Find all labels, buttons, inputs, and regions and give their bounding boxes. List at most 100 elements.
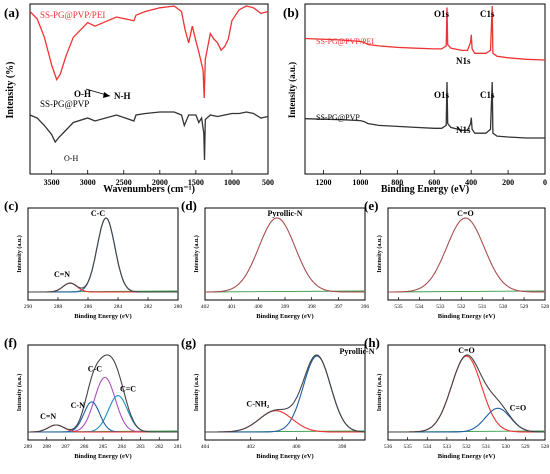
annotation-n1s-top: N1s	[456, 56, 471, 66]
xticks-a: 3500 3000 2500 2000 1500 1000 500	[44, 170, 274, 187]
xtick-label: 400	[292, 444, 301, 450]
xtick-label: 282	[155, 444, 164, 450]
panel-a: Intensity (%) Wavenumbers (cm⁻¹) 3500 300…	[5, 3, 274, 195]
xtick-label: 2000	[152, 178, 168, 187]
xps-panels: (c) Intensity (a.u.) Binding Energy (eV) 29…	[4, 198, 549, 460]
xtick-label: 529	[521, 444, 530, 450]
xlabel: Binding Energy (eV)	[74, 453, 131, 460]
xlabel: Binding Energy (eV)	[438, 313, 495, 320]
panel-label-a: (a)	[4, 5, 19, 20]
xtick-label: 532	[462, 444, 471, 450]
ylabel: Intensity (a.u.)	[193, 235, 200, 273]
peak-label: C=O	[458, 346, 475, 355]
envelope-curve	[388, 354, 545, 433]
annotation-c1s-bottom: C1s	[480, 90, 495, 100]
xtick-label: 1000	[224, 178, 240, 187]
xtick-label: 530	[502, 444, 511, 450]
peak-label: Pyrollic-N	[340, 347, 375, 356]
peak-label: C=O	[510, 403, 527, 412]
panel-f: (f) Intensity (a.u.) Binding Energy (eV) 28…	[4, 335, 182, 460]
peak-curve	[205, 217, 365, 293]
plot-frame	[27, 344, 179, 441]
xtick-label: 535	[394, 304, 403, 310]
panel-d: (d) Intensity (a.u.) Binding Energy (eV) 40…	[181, 198, 369, 320]
xlabel: Binding Energy (eV)	[74, 313, 131, 320]
ylabel-a: Intensity (%)	[5, 62, 16, 119]
series-label-b-pvp: SS-PG@PVP	[316, 113, 360, 122]
xtick-label: 200	[502, 178, 514, 187]
xtick-label: 528	[541, 304, 550, 310]
panel-h: (h) Intensity (a.u.) Binding Energy (eV) 53…	[364, 335, 549, 460]
peak-label: C=N	[54, 270, 70, 279]
xtick-label: 290	[24, 304, 33, 310]
plot-frame	[387, 207, 546, 301]
xtick-label: 531	[478, 304, 487, 310]
xtick-label: 282	[144, 304, 153, 310]
ylabel: Intensity (a.u.)	[193, 374, 200, 412]
envelope-curve	[205, 354, 366, 433]
xtick-label: 1200	[315, 178, 331, 187]
xtick-label: 399	[281, 304, 290, 310]
xtick-label: 398	[308, 304, 317, 310]
xtick-label: 396	[361, 304, 370, 310]
xtick-label: 287	[61, 444, 70, 450]
peak-curve	[205, 410, 365, 433]
xtick-label: 533	[436, 304, 445, 310]
plot-frame	[204, 344, 366, 441]
xtick-label: 284	[118, 444, 127, 450]
xtick-label: 500	[262, 178, 274, 187]
xtick-label: 533	[443, 444, 452, 450]
annotation-o1s-bottom: O1s	[434, 90, 450, 100]
panel-label-h: (h)	[364, 335, 380, 350]
xtick-label: 402	[247, 444, 256, 450]
xtick-label: 534	[423, 444, 432, 450]
plot-frame	[204, 207, 366, 301]
ylabel: Intensity (a.u.)	[376, 235, 383, 273]
xlabel-a: Wavenumbers (cm⁻¹)	[103, 184, 195, 195]
xtick-label: 532	[457, 304, 466, 310]
series-label-b-pvp-pei: SS-PG@PVP/PEI	[316, 37, 374, 46]
envelope-curve	[28, 354, 178, 433]
xtick-label: 286	[80, 444, 89, 450]
panel-e: (e) Intensity (a.u.) Binding Energy (eV) 53…	[364, 198, 549, 320]
xtick-label: 2500	[116, 178, 132, 187]
peak-label: C=O	[457, 209, 474, 218]
xtick-label: 281	[174, 444, 183, 450]
arrow-head-icon	[103, 92, 110, 98]
xtick-label: 3000	[80, 178, 96, 187]
xlabel: Binding Energy (eV)	[256, 313, 313, 320]
panel-label-f: (f)	[4, 335, 17, 350]
plot-frame	[27, 207, 179, 301]
xlabel: Binding Energy (eV)	[256, 453, 313, 460]
xtick-label: 285	[99, 444, 108, 450]
envelope-curve	[28, 217, 178, 293]
panel-label-e: (e)	[364, 198, 378, 213]
peak-curve	[28, 282, 178, 293]
series-line-b-pvp	[304, 81, 545, 139]
xlabel: Binding Energy (eV)	[438, 453, 495, 460]
xtick-label: 398	[338, 444, 347, 450]
ylabel: Intensity (a.u.)	[16, 235, 23, 273]
xtick-label: 0	[543, 178, 547, 187]
plot-frame-b	[304, 3, 546, 175]
series-line-a-pvp-pei	[29, 5, 269, 99]
xtick-label: 534	[415, 304, 424, 310]
peak-label: C-N	[71, 401, 85, 410]
peak-label: Pyrollic-N	[268, 209, 303, 218]
xtick-label: 400	[465, 178, 477, 187]
xtick-label: 800	[391, 178, 403, 187]
xtick-label: 283	[136, 444, 145, 450]
xtick-label: 284	[114, 304, 123, 310]
xtick-label: 1500	[188, 178, 204, 187]
peak-label: C-NH₂	[246, 400, 269, 409]
panel-c: (c) Intensity (a.u.) Binding Energy (eV) 29…	[4, 198, 182, 320]
annotation-o1s-top: O1s	[434, 9, 450, 19]
xtick-label: 529	[520, 304, 529, 310]
series-label-a-pvp: SS-PG@PVP	[40, 99, 89, 109]
xtick-label: 402	[201, 304, 210, 310]
peak-curve	[388, 355, 545, 433]
xtick-label: 401	[228, 304, 237, 310]
peak-curve	[28, 376, 178, 433]
panel-label-c: (c)	[4, 198, 18, 213]
peak-curve	[388, 217, 545, 293]
